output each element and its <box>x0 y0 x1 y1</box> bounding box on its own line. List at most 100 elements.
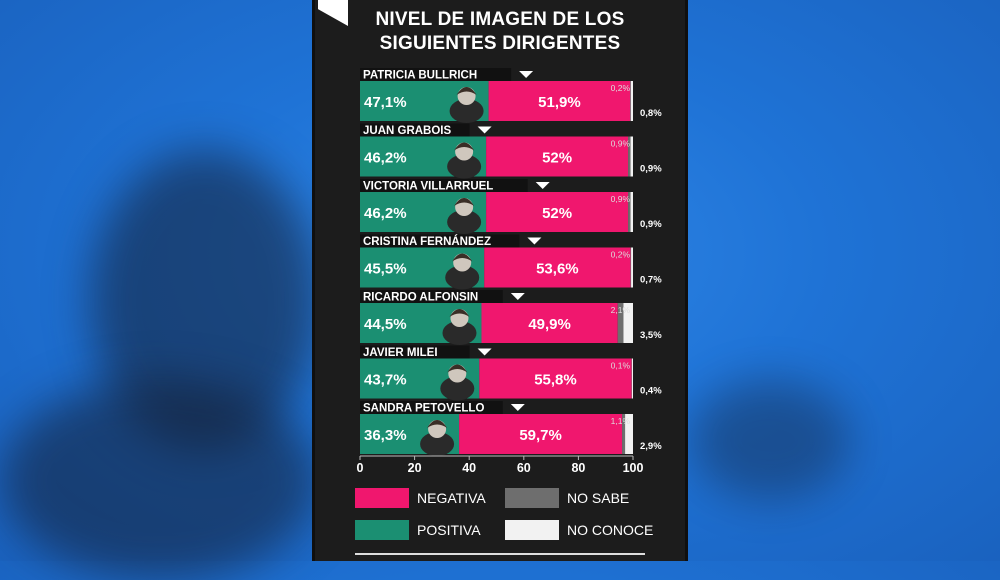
portrait-hair <box>427 420 448 428</box>
portrait-hair <box>454 198 475 206</box>
triangle-marker-icon <box>510 293 525 300</box>
bar-negativa <box>481 303 618 343</box>
legend-label-no-conoce: NO CONOCE <box>567 522 653 538</box>
data-label-negativa: 49,9% <box>528 316 571 333</box>
infographic-card: NIVEL DE IMAGEN DE LOS SIGUIENTES DIRIGE… <box>312 0 688 561</box>
name-label-cristina-fernandez: CRISTINA FERNÁNDEZ <box>363 235 491 248</box>
bar-no-sabe <box>628 192 631 232</box>
portrait-shoulders <box>445 265 480 290</box>
legend-swatch-no-sabe <box>505 488 559 508</box>
bar-negativa <box>459 414 623 454</box>
data-label-no-conoce: 0,4% <box>640 386 662 397</box>
data-label-positiva: 36,3% <box>364 427 407 444</box>
data-label-no-sabe: 0,2% <box>611 83 631 93</box>
x-tick-label: 0 <box>357 461 364 475</box>
bar-no-sabe <box>617 303 624 343</box>
data-label-positiva: 46,2% <box>364 205 407 222</box>
triangle-marker-icon <box>477 126 492 134</box>
data-label-negativa: 52% <box>542 205 572 222</box>
name-label-javier-milei: JAVIER MILEI <box>363 347 438 359</box>
data-label-no-sabe: 0,9% <box>611 194 631 204</box>
x-tick-label: 100 <box>623 461 644 475</box>
name-label-bg <box>360 234 520 248</box>
name-label-ricardo-alfonsin: RICARDO ALFONSIN <box>363 292 478 304</box>
data-label-positiva: 44,5% <box>364 316 407 333</box>
legend-label-negativa: NEGATIVA <box>417 490 486 506</box>
data-label-no-sabe: 1,1% <box>611 416 631 426</box>
data-label-negativa: 52% <box>542 150 572 167</box>
name-label-bg <box>360 123 470 137</box>
portrait-hair <box>454 142 475 151</box>
data-label-no-sabe: 0,1% <box>611 361 631 371</box>
chart-title-line-1: NIVEL DE IMAGEN DE LOS <box>375 9 625 30</box>
x-tick-label: 40 <box>462 461 476 475</box>
data-label-no-conoce: 0,7% <box>640 275 662 286</box>
data-label-no-conoce: 0,8% <box>640 108 662 119</box>
name-label-juan-grabois: JUAN GRABOIS <box>363 125 452 137</box>
bar-no-conoce <box>625 414 633 454</box>
bar-no-sabe <box>628 136 631 177</box>
bar-no-conoce <box>630 192 633 232</box>
bar-no-sabe <box>630 81 632 121</box>
portrait-hair <box>447 364 468 373</box>
legend-label-no-sabe: NO SABE <box>567 490 629 506</box>
name-label-sandra-petovello: SANDRA PETOVELLO <box>363 403 484 415</box>
portrait-shoulders <box>449 99 484 123</box>
name-label-patricia-bullrich: PATRICIA BULLRICH <box>363 70 477 82</box>
legend-swatch-negativa <box>355 488 409 508</box>
legend-swatch-positiva <box>355 520 409 540</box>
data-label-no-conoce: 0,9% <box>640 164 662 175</box>
bar-negativa <box>486 192 629 232</box>
bar-no-conoce <box>631 358 633 399</box>
data-label-no-conoce: 0,9% <box>640 219 662 230</box>
data-label-no-conoce: 3,5% <box>640 330 662 341</box>
data-label-no-sabe: 0,2% <box>611 250 631 260</box>
data-label-negativa: 53,6% <box>536 261 579 278</box>
portrait-shoulders <box>440 376 475 401</box>
bar-no-conoce <box>630 136 633 177</box>
name-label-bg <box>360 345 470 359</box>
data-label-negativa: 55,8% <box>534 372 577 389</box>
triangle-marker-icon <box>535 182 550 189</box>
name-label-bg <box>360 290 503 303</box>
data-label-positiva: 45,5% <box>364 261 407 278</box>
data-label-no-sabe: 2,1% <box>611 305 631 315</box>
bar-negativa <box>479 358 632 399</box>
data-label-negativa: 59,7% <box>519 427 562 444</box>
legend-swatch-no-conoce <box>505 520 559 540</box>
name-label-victoria-villarruel: VICTORIA VILLARRUEL <box>363 181 493 193</box>
name-label-bg <box>360 68 512 81</box>
portrait-shoulders <box>420 432 455 456</box>
stacked-bar-chart: PATRICIA BULLRICH 47,1% 51,9% 0,2% 0,8% JUAN … <box>355 68 662 540</box>
bar-no-conoce <box>631 247 633 288</box>
x-tick-label: 60 <box>517 461 531 475</box>
portrait-shoulders <box>442 321 477 345</box>
bar-negativa <box>484 247 631 288</box>
background-blur-figure <box>690 380 850 500</box>
bar-negativa <box>488 81 631 121</box>
background-blur-figure <box>0 380 320 580</box>
bar-no-sabe <box>622 414 626 454</box>
data-label-positiva: 43,7% <box>364 372 407 389</box>
triangle-marker-icon <box>510 404 525 411</box>
bottom-divider <box>355 553 645 555</box>
portrait-shoulders <box>447 210 482 234</box>
bar-no-sabe <box>630 247 632 288</box>
x-tick-label: 20 <box>408 461 422 475</box>
portrait-shoulders <box>447 154 482 179</box>
portrait-hair <box>452 253 473 262</box>
data-label-no-sabe: 0,9% <box>611 139 631 149</box>
legend-label-positiva: POSITIVA <box>417 522 481 538</box>
bar-no-conoce <box>623 303 633 343</box>
bar-negativa <box>486 136 629 177</box>
bar-no-conoce <box>630 81 633 121</box>
portrait-hair <box>456 87 477 95</box>
portrait-hair <box>449 309 470 317</box>
triangle-marker-icon <box>477 348 492 356</box>
name-label-bg <box>360 179 528 192</box>
data-label-no-conoce: 2,9% <box>640 441 662 452</box>
data-label-positiva: 46,2% <box>364 150 407 167</box>
chart-title-line-2: SIGUIENTES DIRIGENTES <box>379 33 621 54</box>
x-tick-label: 80 <box>571 461 585 475</box>
triangle-marker-icon <box>519 71 534 78</box>
